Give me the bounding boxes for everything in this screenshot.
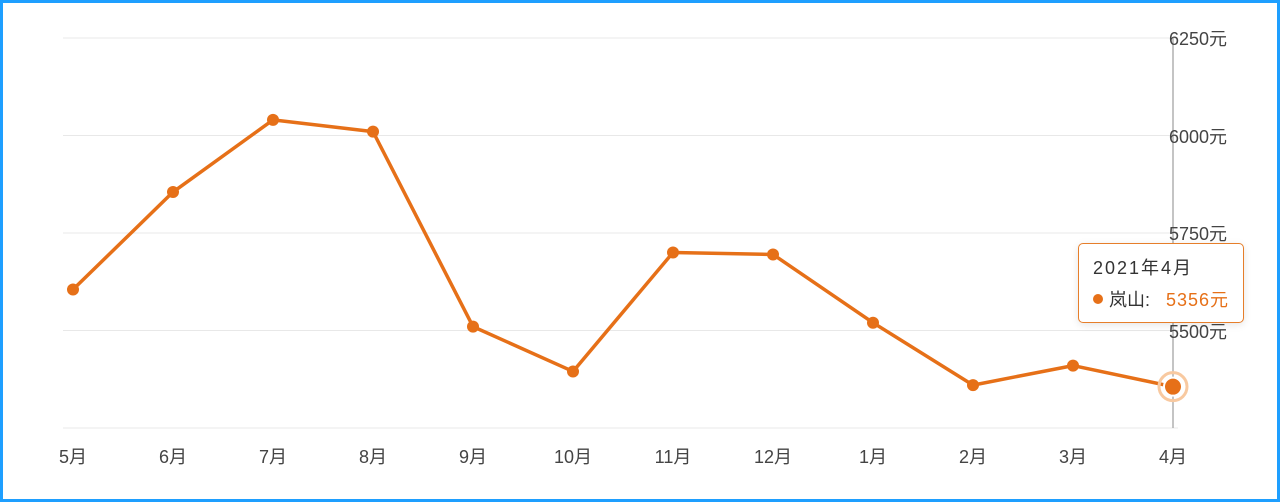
x-tick-label: 9月 — [459, 443, 487, 469]
series-dot-icon — [1093, 294, 1103, 304]
tooltip-value: 5356元 — [1166, 286, 1229, 312]
x-tick-label: 6月 — [159, 443, 187, 469]
x-tick-label: 11月 — [655, 443, 692, 469]
chart-frame: 5500元5750元6000元6250元 5月6月7月8月9月10月11月12月… — [0, 0, 1280, 502]
tooltip-row: 岚山: 5356元 — [1093, 286, 1229, 312]
x-tick-label: 5月 — [59, 443, 87, 469]
x-tick-label: 4月 — [1159, 443, 1187, 469]
x-tick-label: 2月 — [959, 443, 987, 469]
line-chart — [28, 28, 1243, 480]
x-tick-label: 7月 — [259, 443, 287, 469]
tooltip-title: 2021年4月 — [1093, 254, 1229, 280]
x-tick-label: 1月 — [859, 443, 887, 469]
x-tick-label: 12月 — [754, 443, 792, 469]
tooltip-series-label: 岚山: — [1109, 286, 1150, 312]
chart-tooltip: 2021年4月 岚山: 5356元 — [1078, 243, 1244, 323]
y-tick-label: 6250元 — [1169, 25, 1227, 51]
y-tick-label: 6000元 — [1169, 123, 1227, 149]
x-tick-label: 10月 — [554, 443, 592, 469]
chart-area — [28, 28, 1237, 474]
x-tick-label: 8月 — [359, 443, 387, 469]
x-tick-label: 3月 — [1059, 443, 1087, 469]
